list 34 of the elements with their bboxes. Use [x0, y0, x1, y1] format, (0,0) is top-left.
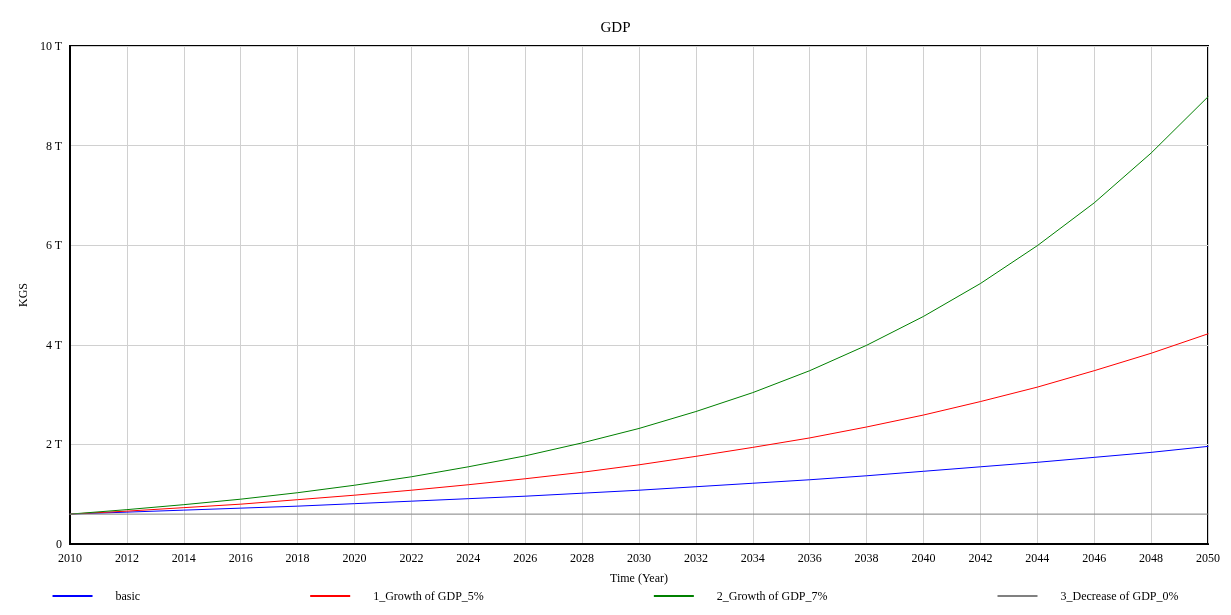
x-tick-label: 2022 — [399, 551, 424, 565]
x-tick-label: 2010 — [58, 551, 82, 565]
x-tick-label: 2016 — [228, 551, 253, 565]
x-tick-label: 2036 — [797, 551, 822, 565]
y-tick-label: 10 T — [39, 39, 63, 53]
x-tick-label: 2018 — [285, 551, 310, 565]
y-tick-label: 0 — [56, 537, 62, 551]
x-tick-label: 2024 — [456, 551, 481, 565]
x-tick-label: 2048 — [1139, 551, 1164, 565]
x-tick-label: 2026 — [513, 551, 538, 565]
y-tick-label: 2 T — [45, 437, 63, 452]
legend-label: 1_Growth of GDP_5% — [373, 589, 484, 603]
y-tick-label: 4 T — [45, 337, 63, 352]
x-tick-label: 2040 — [911, 551, 936, 565]
x-tick-label: 2038 — [854, 551, 879, 565]
legend-label: 2_Growth of GDP_7% — [716, 589, 828, 603]
y-axis-title: KGS — [15, 282, 30, 308]
x-tick-label: 2050 — [1196, 551, 1220, 565]
x-tick-label: 2042 — [968, 551, 993, 565]
x-tick-label: 2028 — [570, 551, 595, 565]
x-tick-label: 2012 — [114, 551, 139, 565]
y-tick-label: 6 T — [45, 238, 63, 253]
x-tick-label: 2032 — [683, 551, 708, 565]
x-tick-label: 2044 — [1025, 551, 1050, 565]
x-tick-label: 2020 — [342, 551, 367, 565]
x-tick-label: 2014 — [171, 551, 196, 565]
legend-label: 3_Decrease of GDP_0% — [1060, 589, 1179, 603]
x-tick-label: 2034 — [740, 551, 765, 565]
x-tick-label: 2046 — [1082, 551, 1107, 565]
x-axis-title: Time (Year) — [609, 571, 669, 585]
y-tick-label: 8 T — [45, 138, 63, 153]
x-tick-label: 2030 — [627, 551, 651, 565]
legend-label: basic — [115, 589, 141, 603]
chart-title: GDP — [600, 18, 631, 35]
